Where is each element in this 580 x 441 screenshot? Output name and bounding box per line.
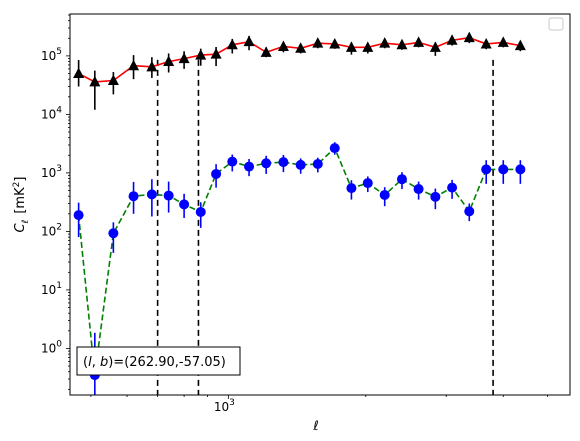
series-2-point xyxy=(498,164,509,175)
series-2-point xyxy=(329,143,340,154)
series-1-point xyxy=(107,74,119,85)
series-2-point xyxy=(244,161,255,172)
series-1-point xyxy=(413,36,425,47)
series-1-point xyxy=(163,55,175,67)
series-2-point xyxy=(73,210,84,221)
series-2-point xyxy=(362,178,373,189)
series-2-point xyxy=(295,159,306,170)
series-1-point xyxy=(295,42,307,53)
x-tick-label: 103 xyxy=(214,398,235,414)
series-1-point xyxy=(226,38,238,50)
series-2-point xyxy=(278,157,289,168)
series-2-line xyxy=(77,146,521,376)
annotation-b: b xyxy=(100,355,108,370)
annotation-text: (l, b)=(262.90,-57.05) xyxy=(83,355,226,370)
y-tick-label: 104 xyxy=(41,105,62,121)
y-tick-exp: 0 xyxy=(56,339,62,349)
annotation-l: l xyxy=(88,355,92,370)
series-1-point xyxy=(362,41,374,52)
series-2-point xyxy=(396,174,407,185)
annotation-suffix: )=(262.90,-57.05) xyxy=(108,355,226,370)
y-tick-label: 103 xyxy=(41,164,62,180)
series-1-point xyxy=(480,37,492,49)
series-2-point xyxy=(195,206,206,217)
series-1-point xyxy=(429,41,441,52)
annotation-prefix: ( xyxy=(83,355,88,370)
y-label-unit-close: ] xyxy=(13,177,28,182)
series-2-point xyxy=(430,191,441,202)
series-2-point xyxy=(515,164,526,175)
x-tick-exp: 3 xyxy=(229,398,235,408)
series-2-point xyxy=(211,168,222,179)
y-tick-exp: 2 xyxy=(56,222,62,232)
series-1 xyxy=(73,31,526,110)
series-1-point xyxy=(379,37,391,48)
series-1-point xyxy=(195,49,207,60)
y-tick-base: 10 xyxy=(41,224,56,238)
y-label-unit: [mK xyxy=(13,187,28,214)
series-2-point xyxy=(128,191,139,202)
series-2-point xyxy=(346,183,357,194)
series-1-point xyxy=(514,39,526,51)
series-2-point xyxy=(379,189,390,200)
y-tick-exp: 3 xyxy=(56,164,62,174)
series-1-point xyxy=(312,37,324,48)
y-label-main: C xyxy=(13,222,28,232)
y-tick-label: 100 xyxy=(41,339,62,355)
series-2-point xyxy=(146,189,157,200)
series-2-point xyxy=(261,158,272,169)
series-1-point xyxy=(497,36,509,47)
y-label-unit-sup: 2 xyxy=(12,182,22,188)
series-1-point xyxy=(446,34,458,45)
series-1-point xyxy=(210,48,222,59)
series-2 xyxy=(73,142,526,395)
y-tick-base: 10 xyxy=(41,107,56,121)
series-2-point xyxy=(227,156,238,167)
series-1-point xyxy=(128,59,140,71)
series-2-point xyxy=(312,158,323,169)
x-tick-base: 10 xyxy=(214,400,229,414)
series-1-point xyxy=(73,67,85,79)
y-tick-label: 105 xyxy=(41,47,62,63)
axes-frame xyxy=(69,13,571,396)
series-2-point xyxy=(108,228,119,239)
series-2-point xyxy=(413,184,424,195)
y-tick-base: 10 xyxy=(41,166,56,180)
y-tick-exp: 5 xyxy=(56,47,62,57)
series-1-point xyxy=(329,37,341,49)
x-axis-label: ℓ xyxy=(312,419,318,434)
series-2-point xyxy=(464,206,475,217)
series-1-point xyxy=(260,46,272,57)
annotation-box xyxy=(76,346,241,376)
series-1-point xyxy=(463,31,475,43)
series-2-point xyxy=(163,190,174,201)
series-1-point xyxy=(345,41,357,52)
annotation-comma: , xyxy=(92,355,100,370)
series-2-point xyxy=(481,164,492,175)
plot-marks xyxy=(73,31,526,395)
y-axis-label: Cℓ [mK2] xyxy=(12,177,31,233)
series-1-point xyxy=(277,40,289,51)
y-tick-exp: 4 xyxy=(56,105,62,115)
series-1-point xyxy=(396,38,408,50)
series-1-point xyxy=(89,75,101,87)
series-2-point xyxy=(179,199,190,210)
y-tick-base: 10 xyxy=(41,341,56,355)
y-tick-base: 10 xyxy=(41,283,56,297)
y-tick-label: 101 xyxy=(41,281,62,297)
y-tick-base: 10 xyxy=(41,49,56,63)
series-1-point xyxy=(178,52,190,64)
series-1-point xyxy=(146,60,158,72)
y-tick-exp: 1 xyxy=(56,281,62,291)
series-1-point xyxy=(243,35,255,47)
legend-box xyxy=(548,17,564,31)
y-tick-label: 102 xyxy=(41,222,62,238)
series-2-point xyxy=(447,182,458,193)
y-label-sub: ℓ xyxy=(21,220,31,225)
